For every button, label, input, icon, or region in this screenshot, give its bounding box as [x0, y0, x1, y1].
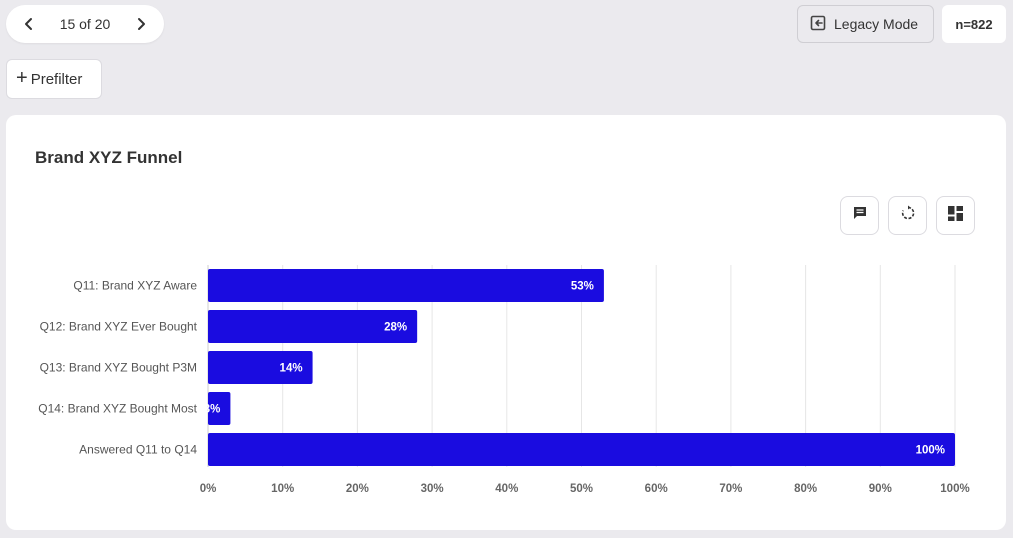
x-tick-label: 60% [645, 483, 668, 495]
plus-icon: + [16, 67, 28, 89]
x-tick-label: 100% [940, 483, 969, 495]
category-label: Q13: Brand XYZ Bought P3M [40, 361, 197, 375]
legacy-mode-label: Legacy Mode [834, 16, 919, 32]
chart-card: Brand XYZ Funnel Q11: Brand XYZ Aw [6, 115, 1006, 530]
x-tick-label: 20% [346, 483, 369, 495]
legacy-mode-button[interactable]: Legacy Mode [797, 5, 934, 43]
layout-button[interactable] [936, 196, 975, 235]
x-tick-label: 80% [794, 483, 817, 495]
category-label: Q12: Brand XYZ Ever Bought [40, 320, 198, 334]
exit-legacy-icon [810, 15, 826, 34]
sample-size-badge: n=822 [942, 5, 1006, 43]
category-label: Q11: Brand XYZ Aware [73, 279, 197, 293]
comment-icon [853, 206, 867, 225]
x-tick-label: 10% [271, 483, 294, 495]
comment-button[interactable] [840, 196, 879, 235]
refresh-icon [900, 205, 916, 226]
card-title: Brand XYZ Funnel [35, 148, 183, 167]
prefilter-label: Prefilter [30, 70, 83, 88]
bar [208, 310, 418, 343]
x-tick-label: 90% [869, 483, 892, 495]
x-tick-label: 30% [421, 483, 444, 495]
bar [208, 433, 955, 466]
pager-label: 15 of 20 [59, 16, 111, 32]
x-tick-label: 50% [570, 483, 593, 495]
refresh-button[interactable] [888, 196, 927, 235]
chevron-right-icon[interactable] [132, 15, 150, 33]
chevron-left-icon[interactable] [20, 15, 38, 33]
data-label: 3% [204, 404, 221, 416]
bar [208, 269, 604, 302]
bar [208, 351, 313, 384]
x-tick-label: 40% [495, 483, 518, 495]
question-pager: 15 of 20 [6, 5, 164, 43]
category-label: Q14: Brand XYZ Bought Most [38, 402, 197, 416]
funnel-bar-chart: Q11: Brand XYZ Aware 53% Q12: Brand XYZ Ev… [38, 265, 970, 495]
x-tick-label: 70% [719, 483, 742, 495]
x-tick-label: 0% [200, 483, 217, 495]
bar [208, 392, 231, 425]
category-label: Answered Q11 to Q14 [79, 443, 197, 457]
data-label: 14% [280, 363, 303, 375]
data-label: 53% [571, 281, 594, 293]
data-label: 100% [916, 445, 945, 457]
data-label: 28% [384, 322, 407, 334]
add-prefilter-button[interactable]: + Prefilter [6, 59, 102, 99]
dashboard-layout-icon [948, 205, 963, 226]
